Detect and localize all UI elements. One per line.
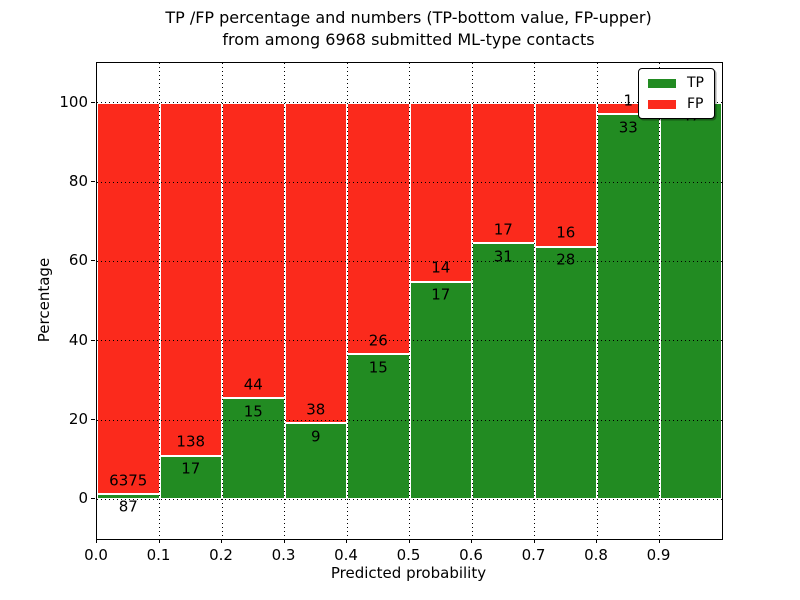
x-tick-mark [221,539,222,543]
x-tick-mark [533,539,535,543]
vertical-gridline [346,63,348,539]
x-tick-label: 0.0 [84,546,108,564]
chart-title-line2: from among 6968 submitted ML-type contac… [222,30,595,49]
y-tick-label: 100 [59,92,88,111]
legend: TP FP [638,68,715,119]
x-axis-label: Predicted probability [330,564,487,582]
horizontal-gridline [97,102,722,104]
x-tick-label: 0.5 [396,546,421,564]
tp-count-label: 17 [431,285,451,304]
y-tick-label: 20 [68,410,88,428]
fp-count-label: 6375 [109,471,148,489]
tp-count-label: 31 [493,247,513,266]
bar-segment-fp [222,102,285,399]
vertical-gridline [221,63,223,539]
y-tick-mark [91,419,95,420]
fp-count-label: 1 [623,91,634,110]
x-tick-label: 0.9 [646,546,671,564]
fp-count-label: 38 [306,400,326,419]
x-tick-label: 0.2 [209,546,233,564]
tp-legend-label: TP [687,75,704,91]
tp-count-label: 33 [618,118,638,137]
x-tick-mark [408,539,410,543]
bar-segment-fp [534,102,597,247]
x-tick-label: 0.6 [459,546,483,564]
bar-segment-fp [97,102,160,494]
bar-segment-tp [534,246,597,500]
horizontal-gridline [97,498,722,500]
tp-count-label: 15 [243,402,263,421]
vertical-gridline [659,63,660,539]
bar-segment-fp [284,102,347,424]
fp-count-label: 26 [368,331,388,350]
x-tick-mark [596,539,597,543]
bar-segment-fp [159,102,222,456]
bar-segment-tp [409,281,472,500]
vertical-gridline [409,63,410,539]
fp-count-label: 44 [243,375,263,394]
y-tick-mark [91,101,95,103]
tp-count-label: 9 [310,427,321,446]
x-tick-label: 0.3 [271,546,296,564]
fp-legend-swatch [648,99,676,109]
tp-legend-swatch [648,78,676,88]
x-tick-mark [471,539,472,543]
vertical-gridline [471,63,473,539]
chart-title-line1: TP /FP percentage and numbers (TP-bottom… [165,8,652,27]
y-tick-label: 40 [68,330,88,349]
legend-entry-fp: FP [648,97,704,111]
bar-segment-tp [659,102,722,500]
horizontal-gridline [97,419,722,421]
y-tick-mark [91,260,95,262]
x-tick-mark [158,539,160,543]
vertical-gridline [284,63,285,539]
fp-count-label: 138 [176,432,206,451]
y-tick-mark [91,339,95,341]
x-tick-mark [283,539,285,543]
bar-segment-fp [409,102,472,282]
vertical-gridline [534,63,535,539]
horizontal-gridline [97,181,722,183]
y-tick-label: 60 [68,251,88,270]
horizontal-gridline [97,260,722,262]
x-tick-label: 0.4 [334,546,358,564]
x-tick-label: 0.8 [584,546,608,564]
fp-count-label: 16 [556,223,576,242]
vertical-gridline [596,63,598,539]
bar-segment-fp [347,102,410,355]
y-tick-label: 80 [68,172,88,190]
bar-segment-tp [472,243,535,500]
x-tick-mark [658,539,660,543]
legend-entry-tp: TP [648,76,704,90]
x-tick-label: 0.7 [521,546,546,564]
fp-count-label: 14 [431,258,451,277]
tp-count-label: 28 [556,250,576,269]
x-tick-label: 0.1 [146,546,171,564]
plot-area: TP FP 87 6375 17 138 15 44 9 38 15 26 17 14 31 17 28 16… [96,62,723,540]
y-axis-label: Percentage [35,257,53,343]
x-tick-mark [346,539,347,543]
fp-count-label: 17 [493,220,513,239]
bar-segment-tp [597,114,660,500]
tp-count-label: 87 [118,497,138,516]
fp-legend-label: FP [687,96,704,112]
y-tick-mark [91,181,95,182]
x-tick-mark [96,539,97,543]
tp-count-label: 17 [181,459,201,478]
y-tick-mark [91,498,95,500]
tp-count-label: 15 [368,358,388,377]
horizontal-gridline [97,340,722,342]
y-tick-label: 0 [78,489,88,508]
vertical-gridline [159,63,160,539]
